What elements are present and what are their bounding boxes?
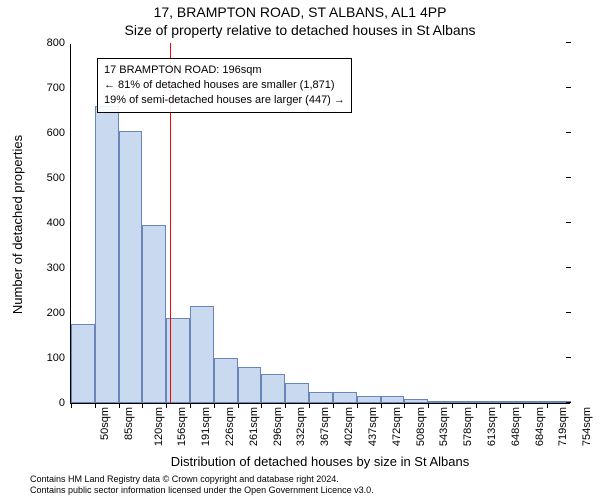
y-tick-mark (566, 312, 571, 313)
x-tick-mark (285, 403, 286, 408)
x-tick-label: 296sqm (272, 407, 284, 446)
attribution-footer: Contains HM Land Registry data © Crown c… (30, 474, 374, 497)
x-tick-mark (476, 403, 477, 408)
x-tick-label: 85sqm (123, 407, 135, 440)
histogram-bar (119, 131, 143, 403)
histogram-bar (71, 324, 95, 403)
x-tick-mark (357, 403, 358, 408)
x-tick-mark (119, 403, 120, 408)
x-tick-label: 578sqm (462, 407, 474, 446)
x-tick-mark (238, 403, 239, 408)
x-tick-label: 543sqm (438, 407, 450, 446)
x-tick-mark (190, 403, 191, 408)
histogram-bar (261, 374, 285, 403)
x-tick-label: 613sqm (486, 407, 498, 446)
histogram-bar (142, 225, 166, 403)
x-tick-mark (142, 403, 143, 408)
y-tick-label: 0 (25, 397, 71, 409)
x-tick-mark (261, 403, 262, 408)
x-tick-mark (428, 403, 429, 408)
histogram-bar (333, 392, 357, 403)
x-tick-label: 226sqm (224, 407, 236, 446)
annotation-box: 17 BRAMPTON ROAD: 196sqm ← 81% of detach… (97, 58, 352, 113)
x-tick-label: 472sqm (391, 407, 403, 446)
x-tick-label: 261sqm (248, 407, 260, 446)
x-tick-label: 684sqm (534, 407, 546, 446)
chart-title-sub: Size of property relative to detached ho… (0, 22, 600, 38)
chart-title-main: 17, BRAMPTON ROAD, ST ALBANS, AL1 4PP (0, 4, 600, 20)
histogram-bar (357, 396, 381, 403)
x-tick-label: 402sqm (343, 407, 355, 446)
x-tick-label: 437sqm (367, 407, 379, 446)
x-tick-mark (404, 403, 405, 408)
y-tick-label: 800 (25, 37, 71, 49)
histogram-bar (309, 392, 333, 403)
histogram-bar (214, 358, 238, 403)
x-tick-mark (166, 403, 167, 408)
y-tick-label: 200 (25, 307, 71, 319)
y-axis-label-text: Number of detached properties (11, 134, 26, 313)
y-tick-label: 700 (25, 82, 71, 94)
y-tick-mark (566, 87, 571, 88)
y-tick-label: 100 (25, 352, 71, 364)
y-tick-mark (566, 402, 571, 403)
x-tick-label: 120sqm (153, 407, 165, 446)
y-tick-mark (566, 222, 571, 223)
histogram-bar (428, 401, 452, 403)
footer-line: Contains HM Land Registry data © Crown c… (30, 474, 374, 485)
x-tick-mark (500, 403, 501, 408)
histogram-bar (404, 399, 428, 404)
y-axis-label: Number of detached properties (10, 44, 26, 404)
histogram-bar (452, 401, 476, 403)
y-tick-mark (566, 132, 571, 133)
annotation-line: 17 BRAMPTON ROAD: 196sqm (104, 63, 345, 78)
y-tick-mark (566, 357, 571, 358)
x-tick-mark (309, 403, 310, 408)
x-tick-label: 332sqm (296, 407, 308, 446)
histogram-bar (285, 383, 309, 403)
y-tick-mark (566, 42, 571, 43)
x-tick-mark (547, 403, 548, 408)
x-tick-label: 754sqm (581, 407, 593, 446)
x-tick-label: 367sqm (319, 407, 331, 446)
histogram-bar (381, 396, 405, 403)
histogram-bar (190, 306, 214, 403)
x-tick-mark (523, 403, 524, 408)
histogram-bar (95, 106, 119, 403)
x-tick-mark (95, 403, 96, 408)
x-tick-mark (214, 403, 215, 408)
histogram-bar (476, 401, 500, 403)
x-tick-mark (381, 403, 382, 408)
x-tick-label: 156sqm (177, 407, 189, 446)
x-tick-mark (71, 403, 72, 408)
x-tick-label: 508sqm (415, 407, 427, 446)
figure: 17, BRAMPTON ROAD, ST ALBANS, AL1 4PP Si… (0, 0, 600, 500)
histogram-bar (238, 367, 262, 403)
x-tick-mark (452, 403, 453, 408)
y-tick-label: 500 (25, 172, 71, 184)
y-tick-mark (566, 177, 571, 178)
y-tick-label: 400 (25, 217, 71, 229)
histogram-bar (523, 401, 547, 403)
x-tick-label: 648sqm (510, 407, 522, 446)
x-axis-label: Distribution of detached houses by size … (70, 454, 570, 469)
footer-line: Contains public sector information licen… (30, 485, 374, 496)
y-tick-label: 300 (25, 262, 71, 274)
annotation-line: ← 81% of detached houses are smaller (1,… (104, 78, 345, 93)
plot-area: 17 BRAMPTON ROAD: 196sqm ← 81% of detach… (70, 44, 570, 404)
x-tick-mark (333, 403, 334, 408)
x-tick-label: 719sqm (558, 407, 570, 446)
histogram-bar (500, 401, 524, 403)
y-tick-label: 600 (25, 127, 71, 139)
x-tick-label: 50sqm (99, 407, 111, 440)
x-tick-label: 191sqm (200, 407, 212, 446)
annotation-line: 19% of semi-detached houses are larger (… (104, 93, 345, 108)
y-tick-mark (566, 267, 571, 268)
